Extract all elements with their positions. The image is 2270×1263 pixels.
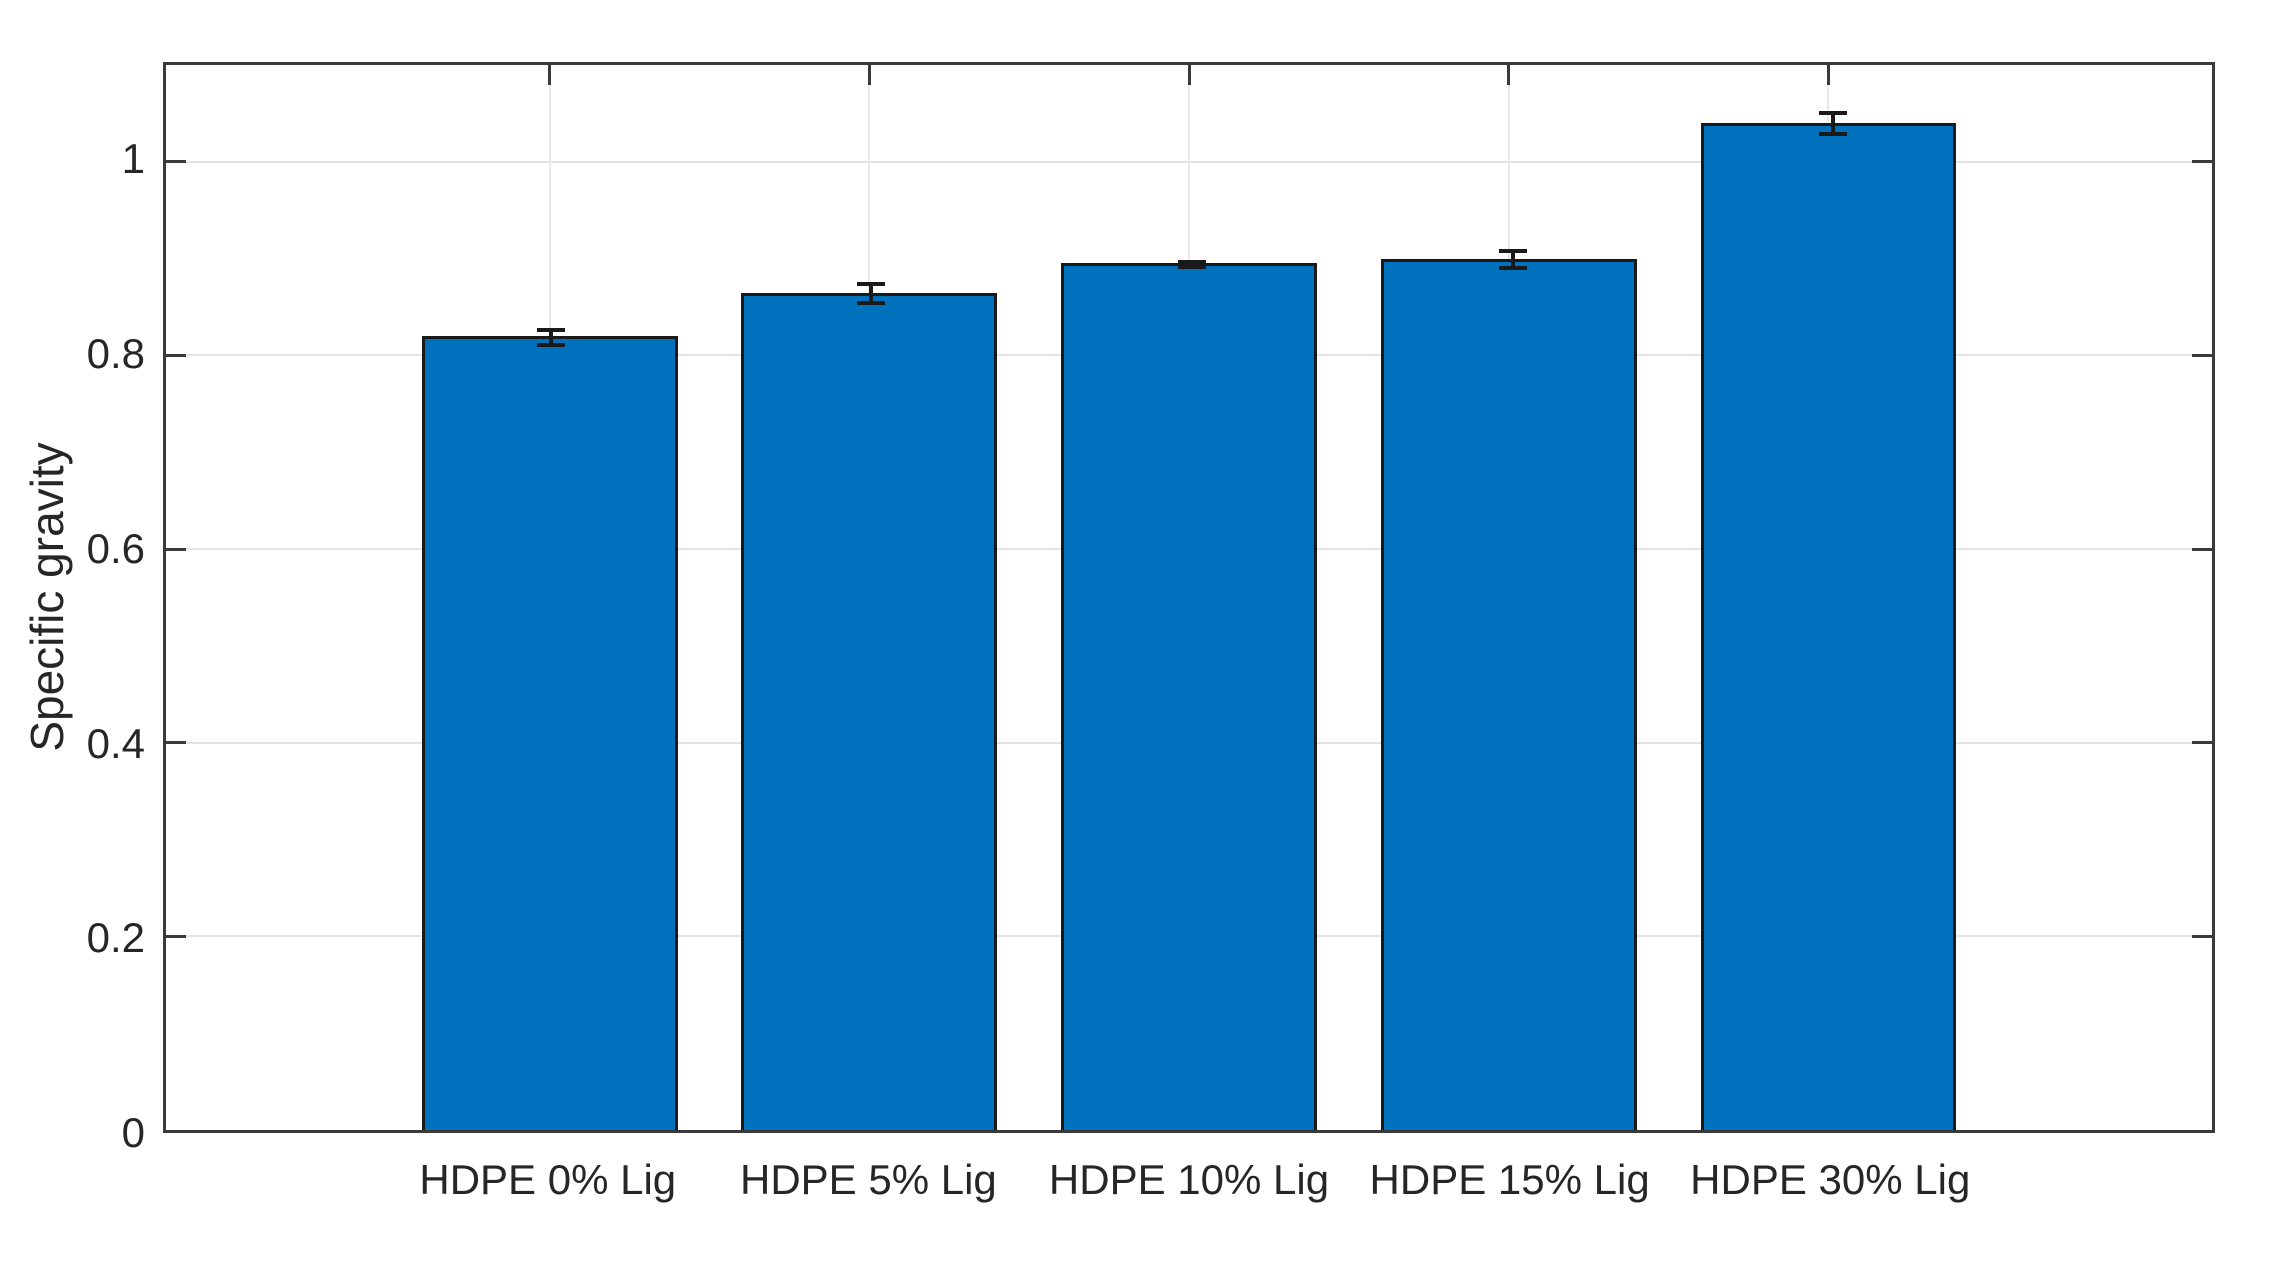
x-tick-label: HDPE 15% Lig (1369, 1156, 1650, 1203)
y-axis-label: Specific gravity (21, 442, 73, 752)
y-tick-label: 0.8 (86, 330, 145, 378)
y-tick-left (166, 741, 186, 745)
error-bar-stem (1510, 249, 1515, 271)
bar-hdpe-10-lig (1061, 263, 1317, 1130)
error-bar-cap-bottom (1178, 265, 1206, 270)
y-tick-label: 0.4 (86, 719, 145, 767)
error-bar-cap-bottom (1498, 266, 1527, 271)
bar-hdpe-30-lig (1700, 123, 1957, 1130)
error-bar-cap-top (1498, 249, 1527, 254)
x-tick-label: HDPE 10% Lig (1048, 1156, 1330, 1203)
x-tick-top (548, 65, 552, 85)
bar-hdpe-0-lig (421, 336, 678, 1130)
y-tick-left (166, 160, 186, 164)
bar-hdpe-15-lig (1380, 258, 1637, 1130)
plot-area (163, 62, 2215, 1133)
error-bar (536, 327, 565, 348)
error-bar-cap-bottom (1819, 132, 1848, 137)
error-bar-stem (1190, 259, 1194, 270)
y-tick-right (2192, 160, 2212, 164)
error-bar (857, 282, 886, 306)
y-tick-label: 0.2 (86, 914, 145, 962)
y-tick-left (166, 353, 186, 357)
error-bar-cap-top (1819, 110, 1848, 115)
y-tick-right (2192, 353, 2212, 357)
x-tick-label: HDPE 0% Lig (419, 1156, 677, 1203)
x-tick-top (1187, 65, 1191, 85)
x-tick-top (1507, 65, 1511, 85)
error-bar-cap-bottom (857, 301, 886, 306)
y-tick-left (166, 547, 186, 551)
error-bar-stem (1831, 110, 1836, 137)
y-tick-right (2192, 741, 2212, 745)
x-tick-label: HDPE 5% Lig (739, 1156, 997, 1203)
error-bar-cap-top (857, 282, 886, 287)
error-bar (1498, 249, 1527, 271)
y-tick-left (166, 934, 186, 938)
x-tick-label: HDPE 30% Lig (1690, 1156, 1971, 1203)
error-bar-cap-top (536, 327, 565, 332)
y-tick-right (2192, 934, 2212, 938)
error-bar-stem (548, 327, 553, 348)
error-bar-cap-bottom (536, 343, 565, 348)
y-tick-label: 0 (121, 1109, 145, 1156)
error-bar-stem (869, 282, 874, 306)
bar-hdpe-5-lig (741, 292, 998, 1130)
x-tick-top (1826, 65, 1830, 85)
error-bar (1819, 110, 1848, 137)
y-tick-label: 0.6 (86, 524, 145, 572)
error-bar (1178, 259, 1206, 270)
y-tick-label: 1 (121, 135, 145, 183)
y-tick-right (2192, 547, 2212, 551)
x-tick-top (867, 65, 871, 85)
error-bar-cap-top (1178, 259, 1206, 264)
